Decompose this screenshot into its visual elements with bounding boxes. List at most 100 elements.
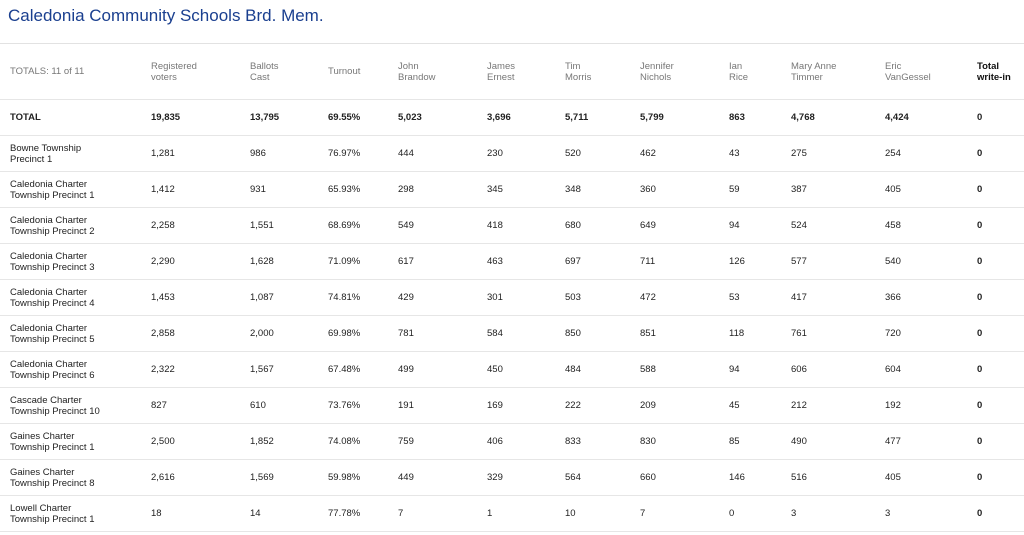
precinct-name-line1: Bowne Township bbox=[10, 142, 82, 154]
column-header-line1: Eric bbox=[885, 60, 902, 72]
value-cell: 212 bbox=[791, 387, 885, 424]
value-cell: 564 bbox=[565, 459, 640, 496]
value-cell: 7 bbox=[398, 495, 487, 532]
value-cell: 2,858 bbox=[151, 315, 250, 352]
table-row: Bowne Township Precinct 1 1,281 986 76.97% 44… bbox=[0, 135, 1024, 172]
value-cell: 230 bbox=[487, 135, 565, 172]
value-cell: 516 bbox=[791, 459, 885, 496]
value-cell: 85 bbox=[729, 423, 791, 460]
column-header: Ian Rice bbox=[729, 44, 791, 100]
precinct-name: Caledonia Charter Township Precinct 5 bbox=[0, 315, 151, 352]
value-cell: 74.81% bbox=[328, 279, 398, 316]
column-header: Ballots Cast bbox=[250, 44, 328, 100]
column-header-line2: voters bbox=[151, 71, 177, 83]
value-cell: 833 bbox=[565, 423, 640, 460]
value-cell: 499 bbox=[398, 351, 487, 388]
value-cell: 73.76% bbox=[328, 387, 398, 424]
writein-cell: 0 bbox=[977, 243, 1024, 280]
page-title: Caledonia Community Schools Brd. Mem. bbox=[8, 6, 324, 25]
header-row: TOTALS: 11 of 11 Registered voters Ballots… bbox=[0, 44, 1024, 100]
table-row: Cascade Charter Township Precinct 10 827 61… bbox=[0, 387, 1024, 424]
precinct-name-line1: Caledonia Charter bbox=[10, 250, 88, 262]
column-header-line2: Timmer bbox=[791, 71, 823, 83]
value-cell: 366 bbox=[885, 279, 977, 316]
value-cell: 387 bbox=[791, 171, 885, 208]
value-cell: 1,852 bbox=[250, 423, 328, 460]
total-cell: 863 bbox=[729, 99, 791, 136]
value-cell: 1,569 bbox=[250, 459, 328, 496]
writein-cell: 0 bbox=[977, 279, 1024, 316]
value-cell: 761 bbox=[791, 315, 885, 352]
value-cell: 2,258 bbox=[151, 207, 250, 244]
results-table: TOTALS: 11 of 11 Registered voters Ballots… bbox=[0, 44, 1024, 532]
value-cell: 1,412 bbox=[151, 171, 250, 208]
column-header-line2: write-in bbox=[977, 71, 1011, 83]
value-cell: 484 bbox=[565, 351, 640, 388]
value-cell: 503 bbox=[565, 279, 640, 316]
value-cell: 417 bbox=[791, 279, 885, 316]
value-cell: 759 bbox=[398, 423, 487, 460]
precinct-name-line1: Gaines Charter bbox=[10, 430, 75, 442]
value-cell: 781 bbox=[398, 315, 487, 352]
value-cell: 169 bbox=[487, 387, 565, 424]
precinct-name-line2: Township Precinct 4 bbox=[10, 297, 95, 309]
precinct-name: Caledonia Charter Township Precinct 2 bbox=[0, 207, 151, 244]
precinct-name-line1: Caledonia Charter bbox=[10, 286, 88, 298]
value-cell: 118 bbox=[729, 315, 791, 352]
value-cell: 1,087 bbox=[250, 279, 328, 316]
value-cell: 14 bbox=[250, 495, 328, 532]
value-cell: 301 bbox=[487, 279, 565, 316]
value-cell: 649 bbox=[640, 207, 729, 244]
value-cell: 126 bbox=[729, 243, 791, 280]
column-header-line1: Tim bbox=[565, 60, 581, 72]
value-cell: 830 bbox=[640, 423, 729, 460]
value-cell: 76.97% bbox=[328, 135, 398, 172]
value-cell: 67.48% bbox=[328, 351, 398, 388]
value-cell: 345 bbox=[487, 171, 565, 208]
precinct-name-line1: Caledonia Charter bbox=[10, 358, 88, 370]
precinct-name-line2: Township Precinct 6 bbox=[10, 369, 95, 381]
writein-cell: 0 bbox=[977, 171, 1024, 208]
value-cell: 94 bbox=[729, 351, 791, 388]
value-cell: 477 bbox=[885, 423, 977, 460]
value-cell: 463 bbox=[487, 243, 565, 280]
precinct-name-line2: Township Precinct 5 bbox=[10, 333, 95, 345]
precinct-name-line1: Caledonia Charter bbox=[10, 178, 88, 190]
value-cell: 77.78% bbox=[328, 495, 398, 532]
value-cell: 2,616 bbox=[151, 459, 250, 496]
precinct-name-line1: Cascade Charter bbox=[10, 394, 82, 406]
value-cell: 660 bbox=[640, 459, 729, 496]
value-cell: 192 bbox=[885, 387, 977, 424]
value-cell: 348 bbox=[565, 171, 640, 208]
precinct-name: Lowell Charter Township Precinct 1 bbox=[0, 495, 151, 532]
value-cell: 222 bbox=[565, 387, 640, 424]
writein-cell: 0 bbox=[977, 423, 1024, 460]
value-cell: 429 bbox=[398, 279, 487, 316]
column-header-line1: Turnout bbox=[328, 66, 361, 77]
column-header: Total write-in bbox=[977, 44, 1024, 100]
column-header-line2: Ernest bbox=[487, 71, 515, 83]
writein-cell: 0 bbox=[977, 315, 1024, 352]
precinct-name-line2: Township Precinct 10 bbox=[10, 405, 100, 417]
value-cell: 588 bbox=[640, 351, 729, 388]
value-cell: 43 bbox=[729, 135, 791, 172]
value-cell: 697 bbox=[565, 243, 640, 280]
value-cell: 1,281 bbox=[151, 135, 250, 172]
total-cell: 13,795 bbox=[250, 99, 328, 136]
value-cell: 931 bbox=[250, 171, 328, 208]
value-cell: 18 bbox=[151, 495, 250, 532]
value-cell: 490 bbox=[791, 423, 885, 460]
value-cell: 449 bbox=[398, 459, 487, 496]
table-body: TOTAL 19,835 13,795 69.55% 5,023 3,696 5,711 5… bbox=[0, 99, 1024, 532]
value-cell: 275 bbox=[791, 135, 885, 172]
column-header: James Ernest bbox=[487, 44, 565, 100]
value-cell: 74.08% bbox=[328, 423, 398, 460]
value-cell: 329 bbox=[487, 459, 565, 496]
value-cell: 2,290 bbox=[151, 243, 250, 280]
column-header-line1: John bbox=[398, 60, 419, 72]
column-header-line1: James bbox=[487, 60, 515, 72]
column-header: Turnout bbox=[328, 44, 398, 100]
precinct-name: Cascade Charter Township Precinct 10 bbox=[0, 387, 151, 424]
table-row: Gaines Charter Township Precinct 8 2,616 1,… bbox=[0, 459, 1024, 496]
value-cell: 1,628 bbox=[250, 243, 328, 280]
